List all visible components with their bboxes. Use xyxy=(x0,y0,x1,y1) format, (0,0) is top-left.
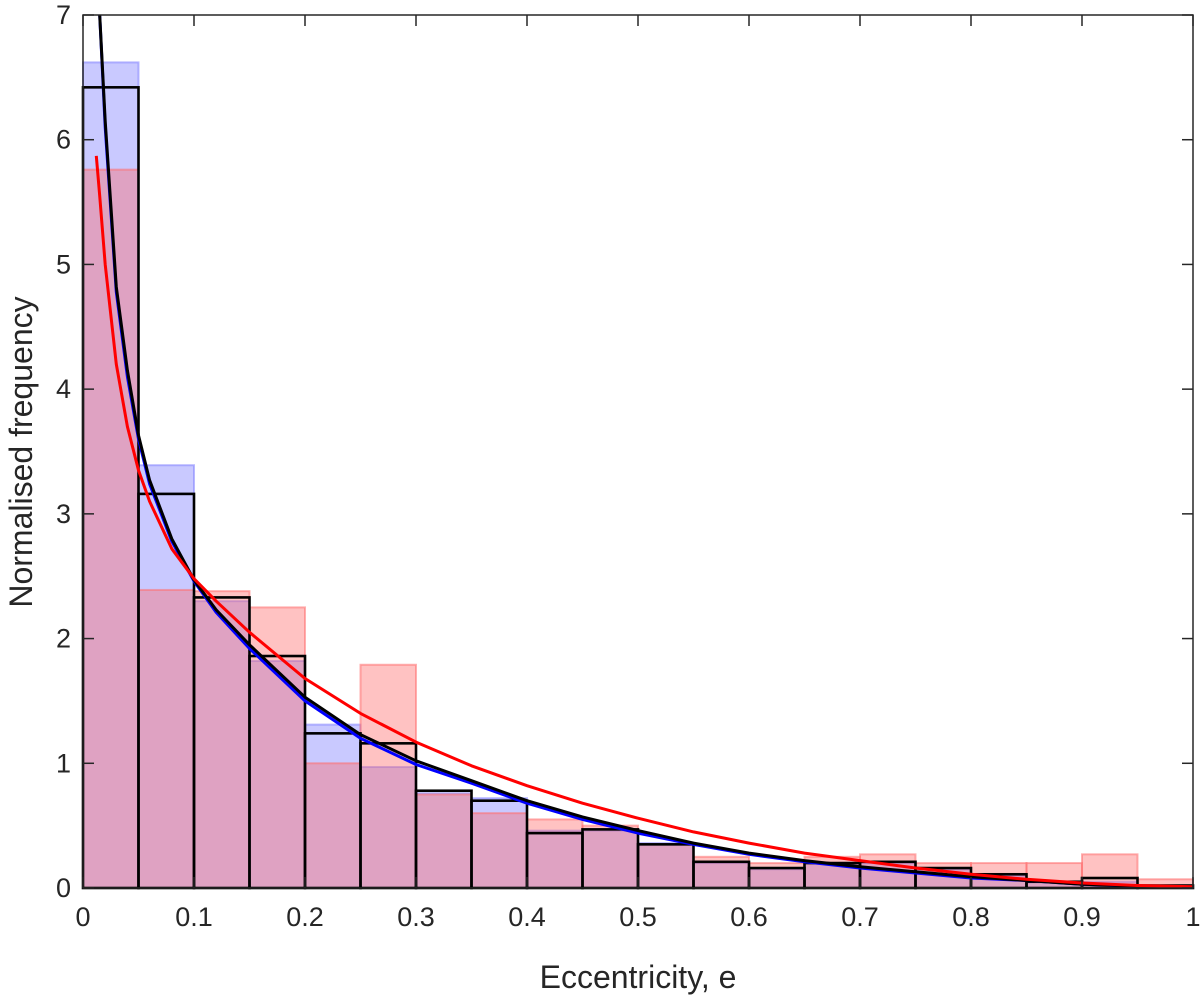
y-axis-label: Normalised frequency xyxy=(3,296,39,607)
x-tick-label: 0.5 xyxy=(619,902,657,932)
histogram-bar xyxy=(415,793,473,890)
x-tick-label: 0.8 xyxy=(952,902,990,932)
histogram-series-2 xyxy=(81,86,1195,890)
y-tick-label: 0 xyxy=(56,873,71,903)
y-axis-ticks: 0 1 2 3 4 5 6 7 xyxy=(56,0,1193,903)
x-tick-label: 0.1 xyxy=(175,902,213,932)
histogram-bars xyxy=(81,61,1195,890)
x-axis-label: Eccentricity, e xyxy=(540,959,737,995)
y-tick-label: 2 xyxy=(56,624,71,654)
histogram-bar xyxy=(193,600,251,890)
histogram-bar xyxy=(359,663,417,889)
y-tick-label: 6 xyxy=(56,125,71,155)
y-tick-label: 4 xyxy=(56,374,71,404)
histogram-series-0 xyxy=(82,61,1139,890)
x-tick-label: 0.9 xyxy=(1063,902,1101,932)
histogram-bar xyxy=(637,843,695,889)
x-tick-label: 1 xyxy=(1185,902,1200,932)
x-tick-label: 0.3 xyxy=(397,902,435,932)
histogram-bar xyxy=(526,818,584,890)
x-tick-label: 0.7 xyxy=(841,902,879,932)
histogram-bar xyxy=(137,588,195,889)
x-axis-ticks: 0 0.1 0.2 0.3 0.4 0.5 0.6 0.7 0.8 0.9 1 xyxy=(75,15,1200,932)
histogram-bar xyxy=(470,812,528,890)
fit-curve-1 xyxy=(98,14,1194,889)
y-tick-label: 1 xyxy=(56,748,71,778)
y-tick-label: 3 xyxy=(56,499,71,529)
histogram-bar xyxy=(1081,853,1139,890)
x-tick-label: 0 xyxy=(75,902,90,932)
histogram-bar xyxy=(82,168,140,890)
histogram-bar xyxy=(581,824,639,890)
x-tick-label: 0.4 xyxy=(508,902,546,932)
histogram-bar xyxy=(304,762,362,889)
x-tick-label: 0.2 xyxy=(286,902,324,932)
fit-curve-2 xyxy=(94,155,1194,889)
x-tick-label: 0.6 xyxy=(730,902,768,932)
y-tick-label: 5 xyxy=(56,249,71,279)
histogram-bar xyxy=(248,606,306,890)
y-tick-label: 7 xyxy=(56,0,71,30)
fit-curves xyxy=(94,14,1194,889)
